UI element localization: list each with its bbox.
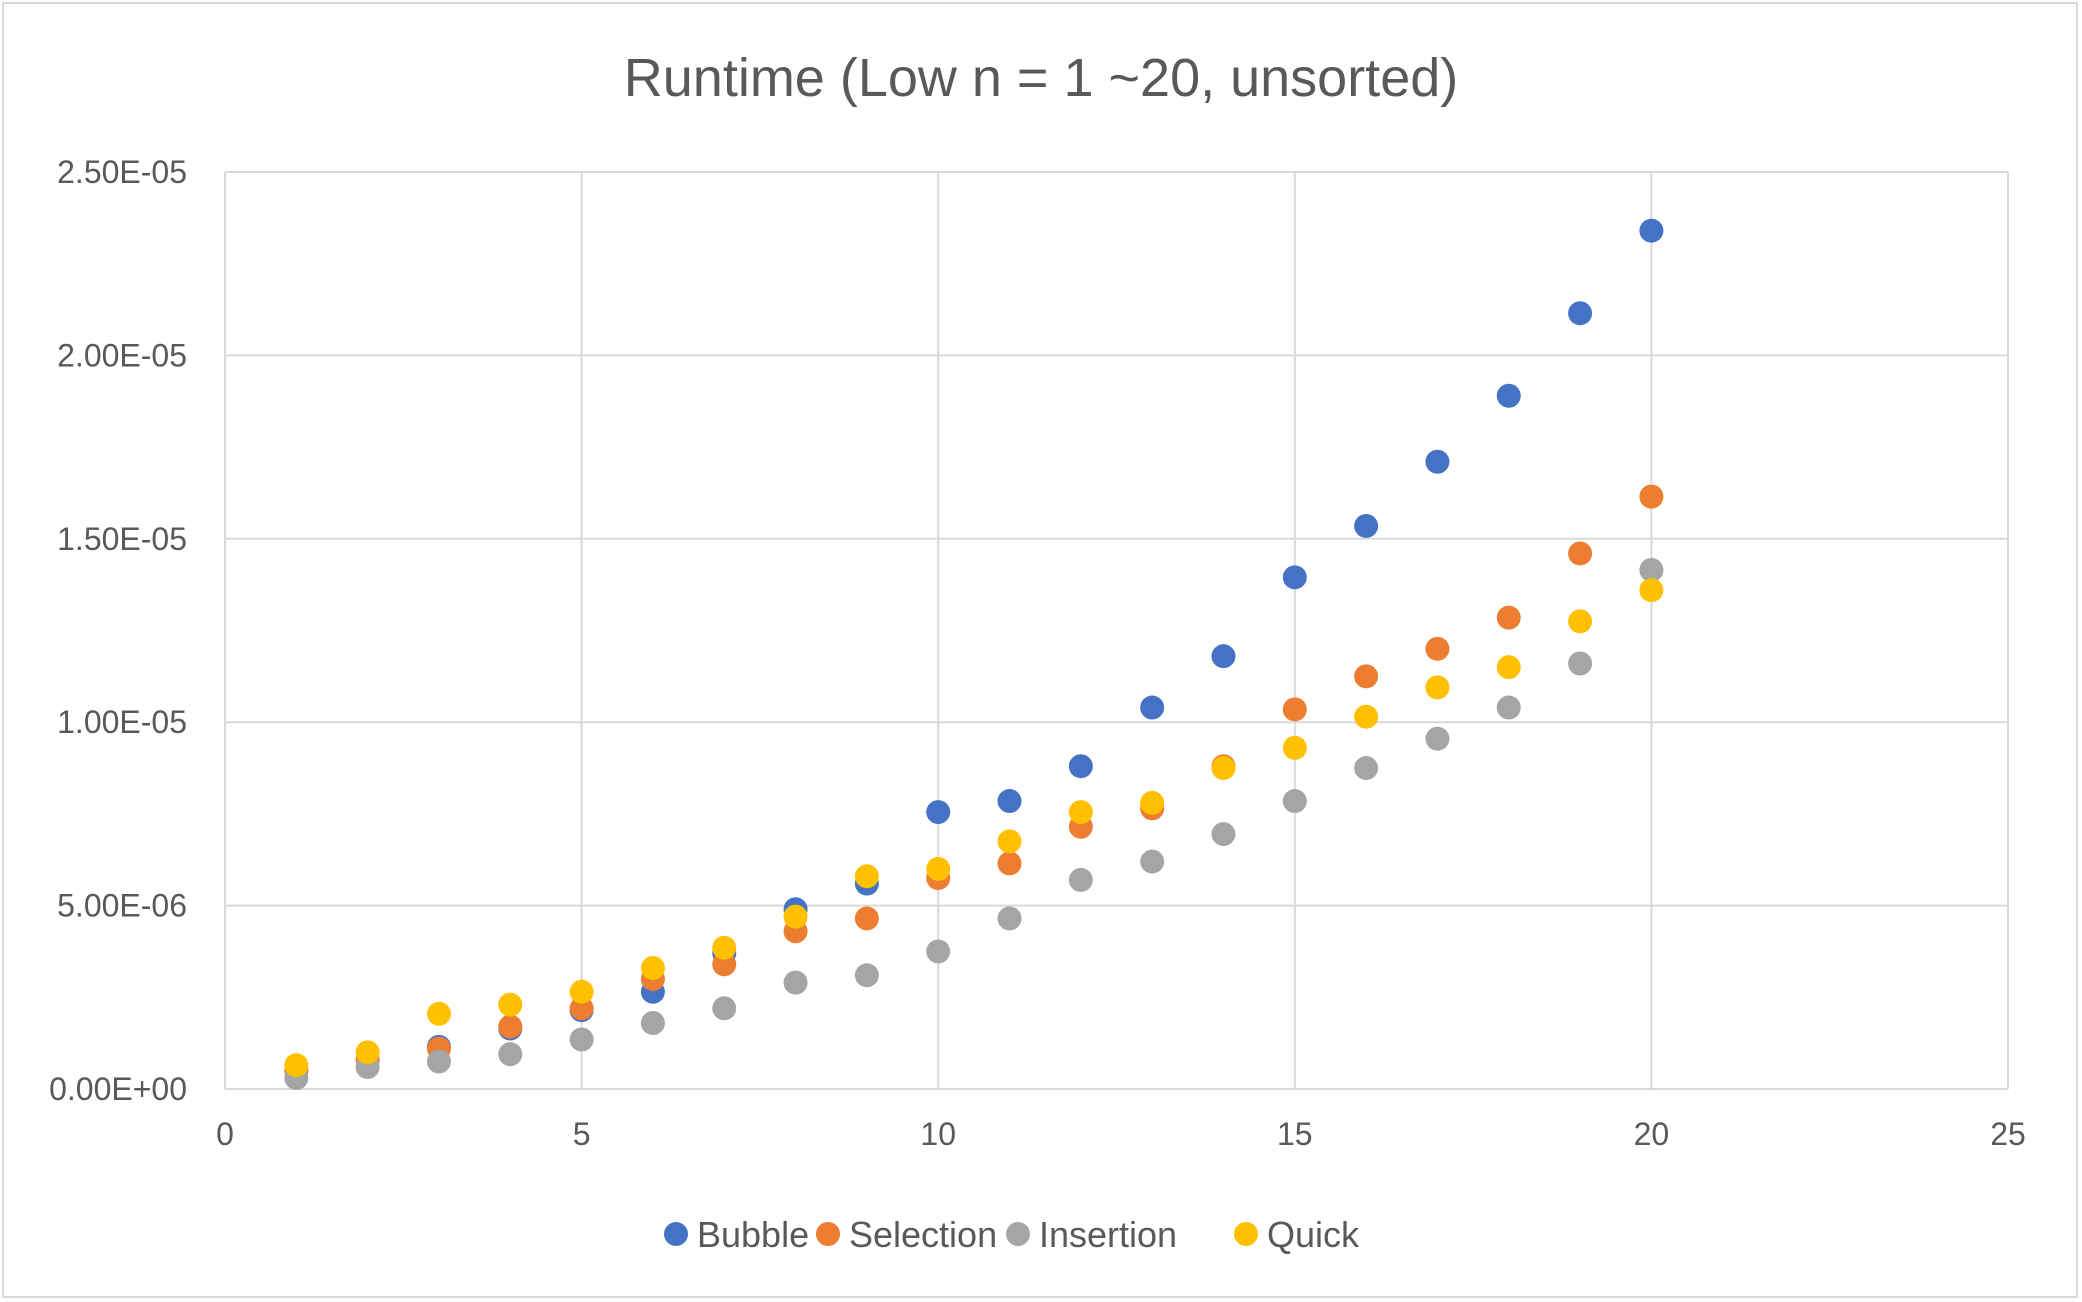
- data-point-quick: [569, 979, 594, 1004]
- data-point-bubble: [926, 800, 951, 825]
- data-point-selection: [1496, 605, 1521, 630]
- data-point-insertion: [426, 1049, 451, 1074]
- legend-label: Insertion: [1039, 1214, 1177, 1255]
- data-point-quick: [1496, 655, 1521, 680]
- data-point-quick: [1568, 609, 1593, 634]
- data-point-selection: [1639, 484, 1664, 509]
- data-point-selection: [1282, 697, 1307, 722]
- legend-label: Selection: [849, 1214, 997, 1255]
- legend: Bubble Selection Insertion Quick: [664, 1214, 1360, 1255]
- data-point-quick: [1068, 800, 1093, 825]
- data-point-insertion: [783, 970, 808, 995]
- data-points: [284, 218, 1664, 1090]
- data-point-insertion: [1282, 789, 1307, 814]
- data-point-insertion: [1639, 557, 1664, 582]
- data-point-quick: [1140, 790, 1165, 815]
- data-point-insertion: [926, 939, 951, 964]
- data-point-quick: [1639, 578, 1664, 603]
- x-tick-label: 10: [920, 1116, 956, 1152]
- data-point-quick: [1211, 756, 1236, 781]
- x-tick-label: 0: [216, 1116, 234, 1152]
- data-point-insertion: [498, 1042, 523, 1067]
- data-point-insertion: [1425, 726, 1450, 751]
- legend-label: Bubble: [697, 1214, 809, 1255]
- gridlines: [224, 171, 2009, 1090]
- data-point-selection: [1568, 541, 1593, 566]
- legend-marker: [1006, 1222, 1030, 1246]
- legend-label: Quick: [1267, 1214, 1360, 1255]
- data-point-quick: [1425, 675, 1450, 700]
- data-point-quick: [640, 955, 665, 980]
- y-tick-label: 5.00E-06: [57, 888, 187, 924]
- data-point-quick: [284, 1053, 309, 1078]
- x-tick-label: 5: [573, 1116, 591, 1152]
- legend-marker: [816, 1222, 840, 1246]
- data-point-bubble: [997, 789, 1022, 814]
- x-tick-label: 15: [1277, 1116, 1313, 1152]
- data-point-bubble: [1282, 565, 1307, 590]
- series-insertion: [284, 557, 1664, 1090]
- data-point-insertion: [1068, 867, 1093, 892]
- data-point-selection: [1425, 636, 1450, 661]
- data-point-selection: [854, 906, 879, 931]
- data-point-selection: [997, 851, 1022, 876]
- series-quick: [284, 578, 1664, 1078]
- x-tick-label: 20: [1634, 1116, 1670, 1152]
- data-point-bubble: [1211, 644, 1236, 669]
- data-point-bubble: [1354, 513, 1379, 538]
- legend-item-selection: Selection: [816, 1214, 997, 1255]
- data-point-selection: [498, 1014, 523, 1039]
- data-point-bubble: [1639, 218, 1664, 243]
- data-point-bubble: [1425, 449, 1450, 474]
- y-tick-label: 1.50E-05: [57, 521, 187, 557]
- data-point-selection: [1354, 664, 1379, 689]
- x-tick-label: 25: [1990, 1116, 2026, 1152]
- data-point-insertion: [1568, 651, 1593, 676]
- data-point-quick: [426, 1001, 451, 1026]
- data-point-bubble: [1068, 754, 1093, 779]
- data-point-quick: [498, 992, 523, 1017]
- data-point-quick: [783, 904, 808, 929]
- axes: 0.00E+00 5.00E-06 1.00E-05 1.50E-05 2.00E-05…: [49, 154, 2026, 1152]
- data-point-insertion: [640, 1010, 665, 1035]
- data-point-insertion: [1354, 756, 1379, 781]
- data-point-selection: [569, 996, 594, 1021]
- series-bubble: [284, 218, 1664, 1083]
- data-point-quick: [1282, 735, 1307, 760]
- data-point-insertion: [1211, 822, 1236, 847]
- legend-marker: [664, 1222, 688, 1246]
- legend-marker: [1234, 1222, 1258, 1246]
- data-point-quick: [854, 864, 879, 889]
- legend-item-quick: Quick: [1234, 1214, 1360, 1255]
- data-point-quick: [997, 829, 1022, 854]
- data-point-insertion: [1496, 695, 1521, 720]
- data-point-insertion: [569, 1027, 594, 1052]
- data-point-quick: [712, 935, 737, 960]
- data-point-bubble: [1496, 383, 1521, 408]
- data-point-quick: [355, 1040, 380, 1065]
- series-selection: [284, 484, 1664, 1083]
- y-tick-label: 2.00E-05: [57, 337, 187, 373]
- data-point-bubble: [1568, 301, 1593, 326]
- data-point-quick: [1354, 704, 1379, 729]
- data-point-insertion: [1140, 849, 1165, 874]
- chart-title: Runtime (Low n = 1 ~20, unsorted): [624, 48, 1458, 108]
- y-tick-label: 0.00E+00: [49, 1071, 187, 1107]
- legend-item-bubble: Bubble: [664, 1214, 809, 1255]
- data-point-insertion: [854, 963, 879, 988]
- data-point-selection: [712, 952, 737, 977]
- data-point-quick: [926, 856, 951, 881]
- y-tick-label: 1.00E-05: [57, 704, 187, 740]
- data-point-bubble: [1140, 695, 1165, 720]
- legend-item-insertion: Insertion: [1006, 1214, 1177, 1255]
- data-point-insertion: [997, 906, 1022, 931]
- y-tick-label: 2.50E-05: [57, 154, 187, 190]
- data-point-insertion: [712, 996, 737, 1021]
